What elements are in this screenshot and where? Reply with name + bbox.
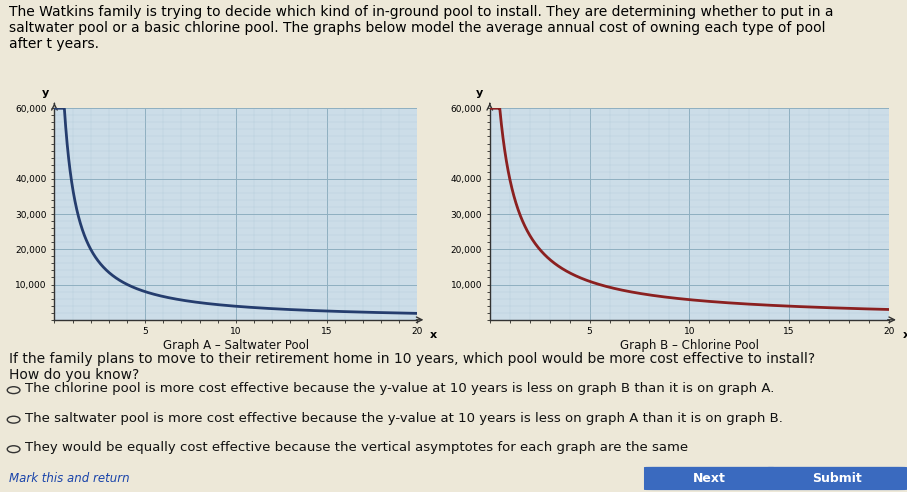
Text: Mark this and return: Mark this and return — [9, 472, 130, 485]
Text: Submit: Submit — [812, 472, 862, 485]
Text: y: y — [476, 88, 483, 97]
FancyBboxPatch shape — [766, 467, 907, 490]
Text: If the family plans to move to their retirement home in 10 years, which pool wou: If the family plans to move to their ret… — [9, 352, 815, 382]
Text: Next: Next — [693, 472, 727, 485]
Text: The saltwater pool is more cost effective because the y-value at 10 years is les: The saltwater pool is more cost effectiv… — [25, 412, 784, 425]
Text: Graph B – Chlorine Pool: Graph B – Chlorine Pool — [619, 339, 759, 352]
Text: The Watkins family is trying to decide which kind of in-ground pool to install. : The Watkins family is trying to decide w… — [9, 5, 834, 51]
Text: They would be equally cost effective because the vertical asymptotes for each gr: They would be equally cost effective bec… — [25, 441, 688, 454]
FancyBboxPatch shape — [644, 467, 775, 490]
Text: y: y — [42, 88, 49, 97]
Text: Graph A – Saltwater Pool: Graph A – Saltwater Pool — [162, 339, 309, 352]
Text: The chlorine pool is more cost effective because the y-value at 10 years is less: The chlorine pool is more cost effective… — [25, 382, 775, 395]
Text: x: x — [902, 331, 907, 340]
Text: x: x — [430, 331, 437, 340]
